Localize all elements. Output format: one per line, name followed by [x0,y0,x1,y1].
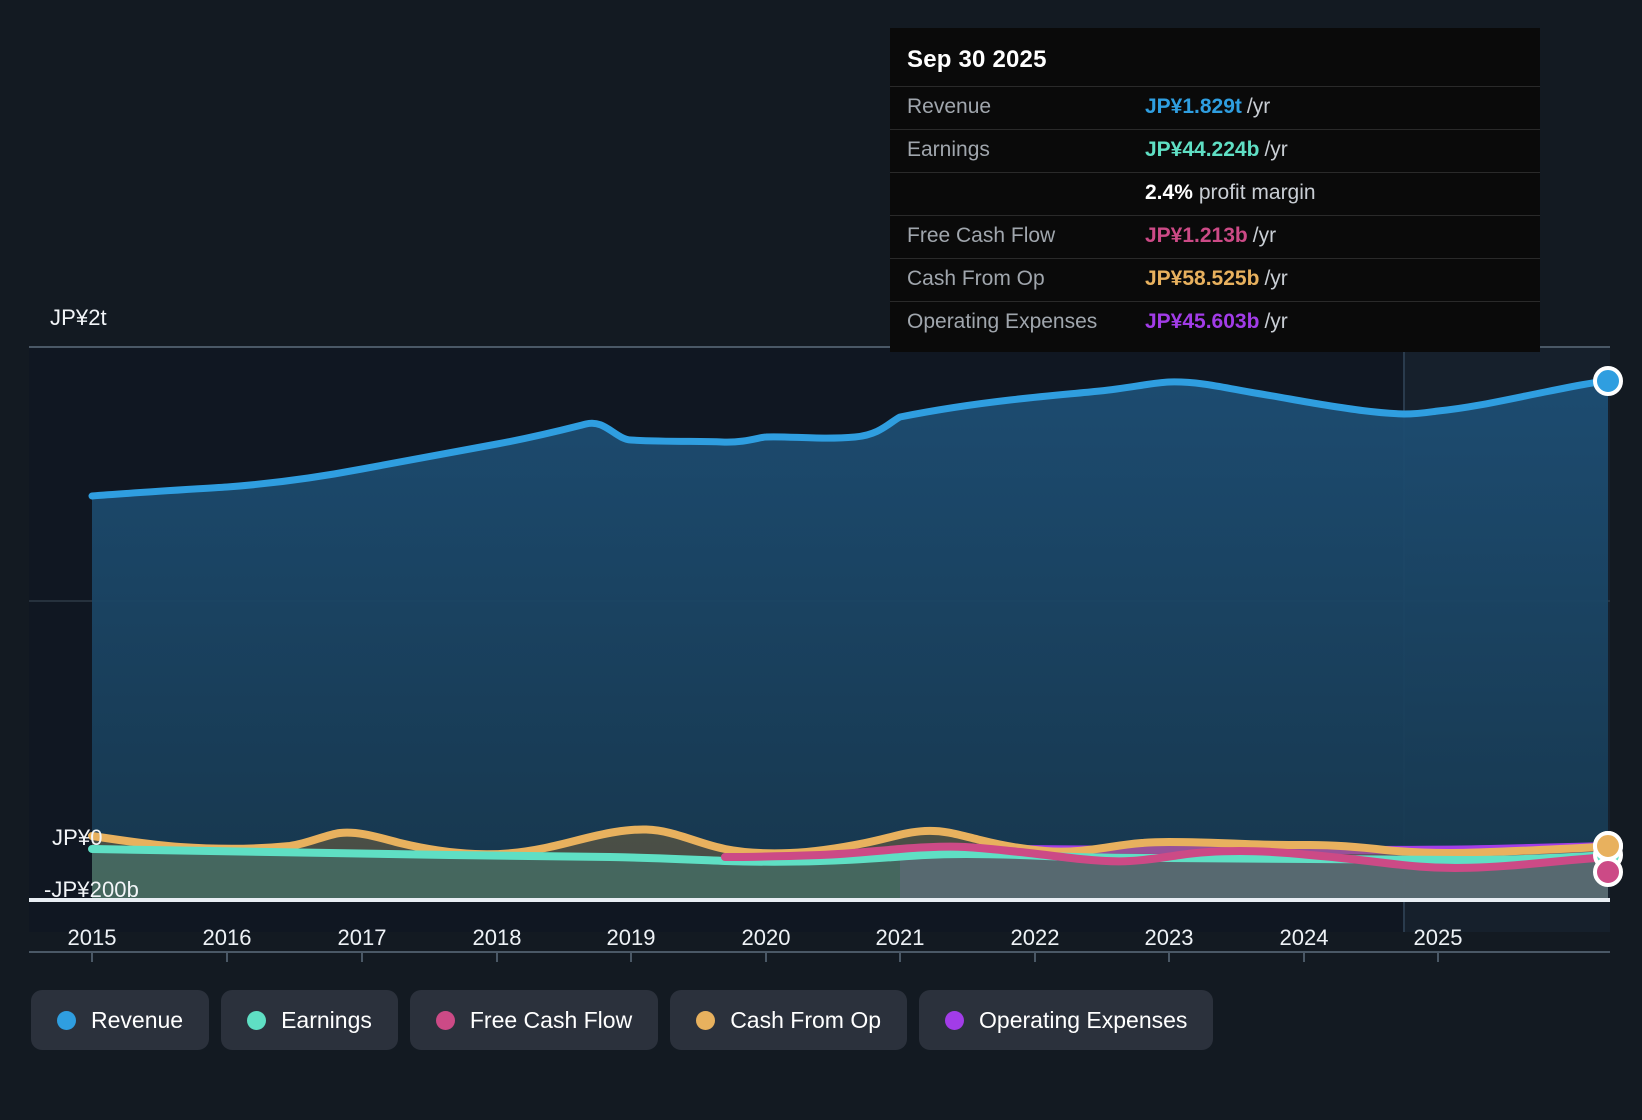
legend-item-revenue[interactable]: Revenue [31,990,210,1050]
tooltip-row-free-cash-flow: Free Cash Flow JP¥1.213b/yr [890,215,1540,258]
free-cash-flow-line [721,842,1612,872]
legend-item-label: Revenue [91,1006,184,1033]
y-axis-label-top: JP¥2t [50,305,107,330]
tooltip-row-value: JP¥45.603b [1145,310,1260,333]
tooltip-row-value-wrap: JP¥45.603b/yr [1145,310,1288,334]
legend-dot-icon [945,1010,965,1030]
tooltip-row-label: Free Cash Flow [907,224,1056,247]
tooltip-row-revenue: Revenue JP¥1.829t/yr [890,86,1540,129]
tooltip-row-label: Operating Expenses [907,310,1098,333]
legend-item-label: Operating Expenses [979,1006,1188,1033]
tooltip-row-value-wrap: JP¥44.224b/yr [1145,138,1288,162]
legend-dot-icon [57,1010,76,1030]
tooltip-row-label: Cash From Op [907,267,1045,290]
legend-item-operating-expenses[interactable]: Operating Expenses [919,990,1214,1050]
legend-item-earnings[interactable]: Earnings [221,990,398,1050]
tooltip-row-value: JP¥1.829t [1145,95,1242,118]
revenue-line [88,377,1612,500]
legend-dot-icon [696,1010,716,1030]
x-axis-tick-2025: 2025 [1413,925,1463,950]
tooltip-row-value-wrap: 2.4% profit margin [1145,181,1316,205]
x-axis-tick-2017: 2017 [337,925,387,950]
tooltip-rows: Revenue JP¥1.829t/yr Earnings JP¥44.224b/yr… [890,86,1540,344]
tooltip-row-value: 2.4% [1145,181,1193,204]
tooltip-row-earnings: Earnings JP¥44.224b/yr [890,129,1540,172]
tooltip-row-value: JP¥58.525b [1145,267,1260,290]
legend-item-free-cash-flow[interactable]: Free Cash Flow [409,990,659,1050]
tooltip-row-unit: /yr [1252,224,1277,247]
free-cash-flow-endpoint-marker[interactable] [1593,857,1623,887]
cash-from-op-endpoint-marker[interactable] [1593,831,1623,861]
tooltip-row-value: JP¥1.213b [1145,224,1248,247]
tooltip-row-unit: /yr [1264,267,1288,290]
tooltip-row-unit: /yr [1246,95,1271,118]
legend-item-label: Earnings [281,1006,372,1033]
tooltip-row-unit: /yr [1264,310,1288,333]
tooltip-row-value-wrap: JP¥1.829t/yr [1145,95,1270,119]
tooltip-row-label: Earnings [907,138,990,161]
legend-item-label: Free Cash Flow [469,1006,633,1033]
tooltip-row-value-wrap: JP¥58.525b/yr [1145,267,1288,291]
x-axis-tick-2019: 2019 [606,925,656,950]
x-axis-tick-2015: 2015 [67,925,117,950]
x-axis-tick-2023: 2023 [1144,925,1194,950]
revenue-endpoint-marker[interactable] [1593,366,1623,396]
x-axis-tick-2021: 2021 [875,925,925,950]
tooltip-row-cash-from-op: Cash From Op JP¥58.525b/yr [890,258,1540,301]
x-axis-tick-2020: 2020 [741,925,791,950]
tooltip-date: Sep 30 2025 [907,46,1047,73]
cash-from-op-line [88,825,1612,859]
revenue-area [92,381,1608,900]
x-axis-tick-2022: 2022 [1010,925,1060,950]
tooltip-row-unit: /yr [1264,138,1288,161]
legend-item-cash-from-op[interactable]: Cash From Op [670,990,908,1050]
x-axis-tick-2018: 2018 [472,925,522,950]
legend-item-label: Cash From Op [730,1006,882,1033]
legend-dot-icon [435,1010,455,1030]
x-axis-tick-2016: 2016 [202,925,252,950]
x-axis-tick-2024: 2024 [1279,925,1329,950]
tooltip-row-operating-expenses: Operating Expenses JP¥45.603b/yr [890,301,1540,344]
tooltip-row-label: Revenue [907,95,992,118]
y-axis-label-zero: JP¥0 [52,825,103,850]
tooltip-row-profit-margin: 2.4% profit margin [890,172,1540,215]
data-tooltip: Sep 30 2025 Revenue JP¥1.829t/yr Earnings J… [890,28,1540,352]
y-axis-label-bottom: -JP¥200b [44,877,139,902]
tooltip-row-value-wrap: JP¥1.213b/yr [1145,224,1276,248]
tooltip-row-unit: profit margin [1198,181,1316,204]
tooltip-row-value: JP¥44.224b [1145,138,1260,161]
x-axis-ticks [91,952,1439,962]
chart-legend[interactable]: Revenue Earnings Free Cash Flow Cash From O… [31,990,1214,1050]
legend-dot-icon [247,1010,267,1030]
